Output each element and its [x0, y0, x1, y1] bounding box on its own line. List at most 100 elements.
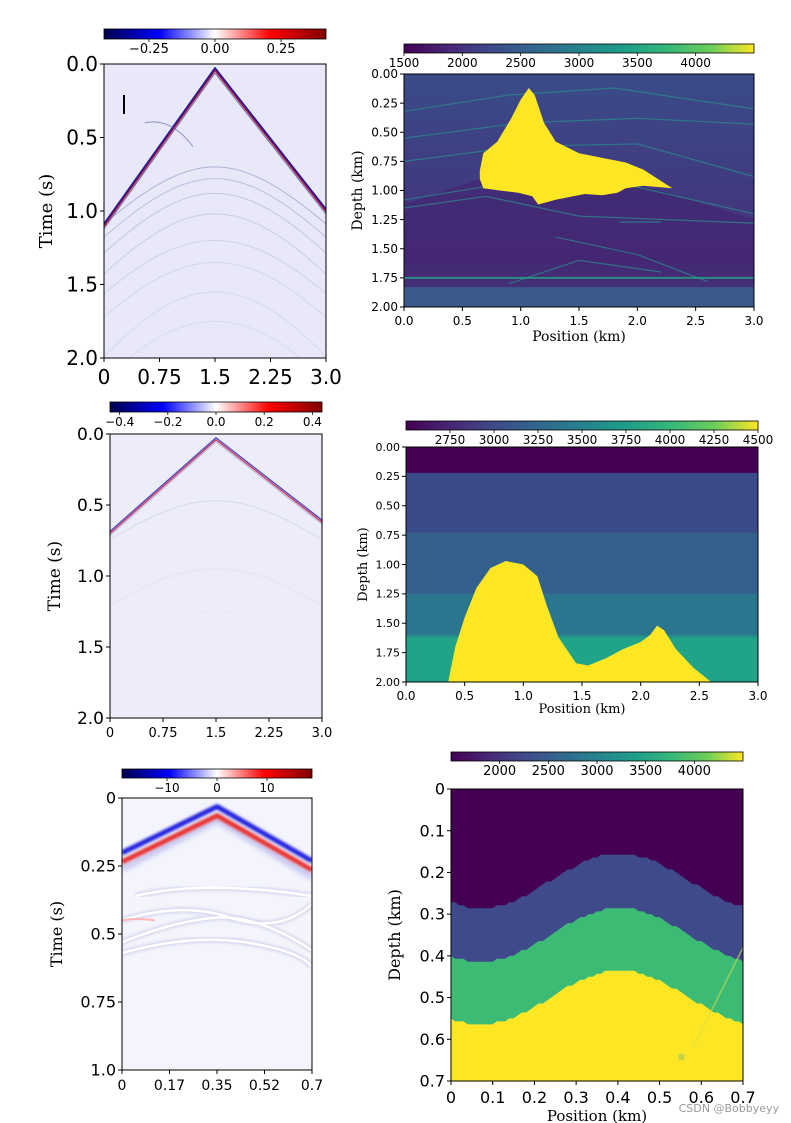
y-axis-label: Time (s)	[45, 541, 65, 611]
y-tick-label: 0.25	[376, 470, 401, 483]
velocity-layer	[406, 472, 758, 534]
gather-background	[104, 64, 326, 358]
y-tick-label: 1.5	[77, 638, 104, 658]
p1-image	[104, 64, 326, 358]
y-tick-label: 0.5	[77, 496, 104, 516]
x-tick-label: 2.0	[628, 314, 647, 328]
reflection-event	[110, 568, 322, 607]
p6-image	[451, 789, 743, 1081]
x-tick-label: 0.4	[605, 1088, 630, 1107]
colorbar-tick-label: 2000	[483, 764, 516, 779]
p5-colorbar: −10 0 10	[121, 768, 313, 795]
reflector-line	[404, 195, 754, 224]
x-tick-label: 0.0	[394, 314, 413, 328]
direct-arrival	[110, 440, 322, 536]
x-tick-label: 0	[98, 365, 111, 389]
reflection-event	[110, 611, 322, 648]
p4-image	[406, 447, 758, 682]
axes-frame	[450, 788, 744, 1082]
p3-axes: 0 0.75 1.5 2.25 3.0 0.0 0.5 1.0 1.5 2.0 Time (s)	[45, 425, 332, 741]
y-axis-label: Depth (km)	[350, 150, 366, 230]
reflection-event	[104, 291, 326, 358]
y-tick-label: 1.5	[66, 273, 98, 297]
x-tick-label: 1.5	[572, 689, 591, 703]
x-tick-label: 2.25	[248, 365, 293, 389]
x-tick-label: 2.5	[686, 314, 705, 328]
colorbar-tick-label: 3000	[479, 433, 510, 447]
y-tick-label: 0	[106, 789, 116, 808]
y-tick-label: 0.75	[371, 155, 398, 169]
colorbar-tick-label: 2000	[447, 56, 478, 70]
colorbar-tick-label: 3250	[523, 433, 554, 447]
x-axis-label: Position (km)	[539, 702, 626, 717]
colorbar-tick-label: 2750	[435, 433, 466, 447]
colorbar-tick-label: 0.2	[255, 415, 274, 429]
p2-image	[404, 74, 754, 307]
y-tick-label: 2.0	[77, 709, 104, 729]
deep-low-velocity-zone	[404, 164, 754, 307]
y-tick-label: 1.0	[91, 1061, 116, 1080]
x-axis-label: Position (km)	[547, 1107, 647, 1123]
reflection-event	[104, 166, 326, 225]
y-tick-label: 0.1	[420, 821, 445, 840]
direct-arrival	[110, 438, 322, 534]
x-tick-label: 0.7	[730, 1088, 755, 1107]
y-tick-label: 0.75	[80, 993, 116, 1012]
x-tick-label: 0.75	[149, 726, 178, 741]
x-tick-label: 0	[106, 726, 114, 741]
y-tick-label: 0.7	[420, 1072, 445, 1091]
x-tick-label: 0.1	[480, 1088, 505, 1107]
x-tick-label: 2.0	[631, 689, 650, 703]
reflection-event	[104, 213, 326, 275]
colorbar-tick-label: 0.25	[267, 42, 296, 57]
diffraction	[144, 121, 194, 147]
reflection-event	[104, 178, 326, 238]
salt-dome	[448, 561, 712, 682]
direct-arrival	[110, 437, 322, 532]
y-tick-label: 1.50	[376, 617, 401, 630]
y-axis-label: Depth (km)	[356, 527, 371, 602]
colorbar-tick-label: −0.25	[129, 42, 169, 57]
x-tick-label: 0.75	[137, 365, 182, 389]
p4-colorbar: 2750 3000 3250 3500 3750 4000 4250 4500	[405, 420, 774, 447]
velocity-layer	[406, 447, 758, 474]
colorbar-tick-label: 3500	[567, 433, 598, 447]
x-tick-label: 0.2	[522, 1088, 547, 1107]
reflection-event	[128, 320, 302, 358]
colorbar-tick-label: 1500	[389, 56, 420, 70]
x-tick-label: 0.17	[154, 1078, 185, 1094]
p3-image	[110, 434, 322, 718]
reflection-event	[104, 192, 326, 254]
reflection-event	[122, 918, 155, 922]
watermark: CSDN @Bobbyeyy	[678, 1102, 779, 1115]
gather-background	[110, 434, 322, 718]
x-tick-label: 1.5	[569, 314, 588, 328]
reflection-event	[122, 938, 312, 968]
x-tick-label: 3.0	[312, 726, 333, 741]
colorbar-tick-label: 3000	[580, 764, 613, 779]
x-tick-label: 1.0	[514, 689, 533, 703]
colorbar-tick-label: 4000	[655, 433, 686, 447]
p3-colorbar: −0.4 −0.2 0.0 0.2 0.4	[105, 401, 323, 429]
y-tick-label: 0	[435, 780, 445, 799]
colorbar-tick-label: −0.4	[105, 415, 134, 429]
colorbar-tick-label: 4500	[743, 433, 774, 447]
reflection-event	[135, 886, 312, 898]
x-tick-label: 0.52	[249, 1078, 280, 1094]
x-tick-label: 0.5	[453, 314, 472, 328]
direct-arrival	[122, 816, 312, 880]
p5-axes: 0 0.17 0.35 0.52 0.7 0 0.25 0.5 0.75 1.0 Time (s)	[47, 789, 323, 1094]
x-tick-label: 0.5	[455, 689, 474, 703]
x-tick-label: 0.5	[647, 1088, 672, 1107]
direct-arrival	[122, 813, 312, 873]
direct-arrival	[122, 804, 312, 864]
y-axis-label: Time (s)	[47, 901, 66, 967]
y-tick-label: 0.3	[420, 905, 445, 924]
y-tick-label: 1.75	[371, 271, 398, 285]
y-tick-label: 0.25	[371, 96, 398, 110]
colorbar-tick-label: 2500	[505, 56, 536, 70]
x-tick-label: 1.0	[511, 314, 530, 328]
direct-arrival	[104, 68, 326, 227]
x-tick-label: 3.0	[744, 314, 763, 328]
